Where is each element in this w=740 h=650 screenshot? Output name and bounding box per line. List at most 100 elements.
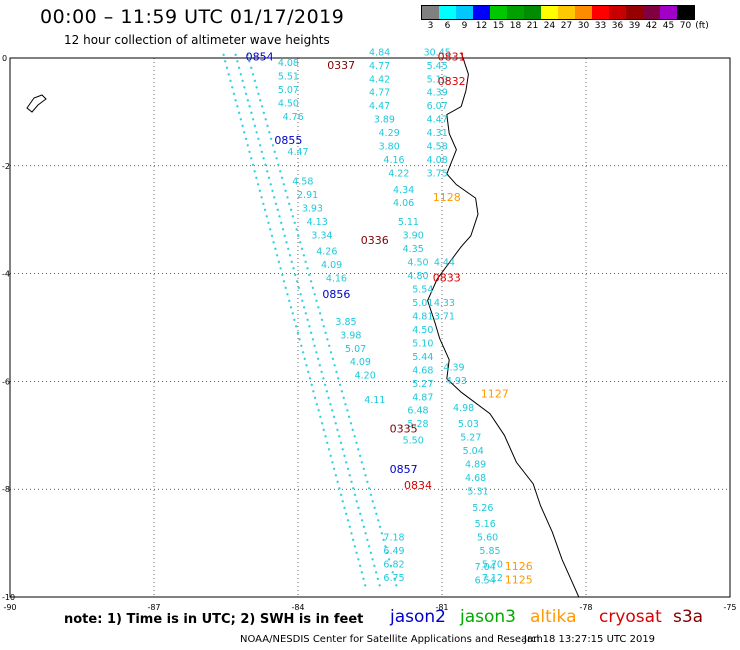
- legend-swatch: [677, 6, 694, 19]
- swath-dot: •: [344, 458, 349, 467]
- swath-dot: •: [368, 549, 373, 558]
- swath-dot: •: [383, 543, 388, 552]
- lon-tick-label: -75: [723, 603, 736, 612]
- wave-height-reading: 4.06: [393, 198, 414, 209]
- swath-dot: •: [323, 329, 328, 338]
- swath-dot: •: [279, 219, 284, 228]
- swath-dot: •: [274, 200, 279, 209]
- swath-dot: •: [361, 523, 366, 532]
- swath-dot: •: [295, 277, 300, 286]
- lon-tick-label: -90: [3, 603, 16, 612]
- coastline: [427, 52, 580, 598]
- wave-height-reading: 4.58: [292, 177, 313, 188]
- legend-swatch: [609, 6, 626, 19]
- swath-dot: •: [339, 439, 344, 448]
- swath-dot: •: [349, 530, 354, 539]
- swath-dot: •: [301, 349, 306, 358]
- wave-height-reading: 4.13: [307, 217, 328, 228]
- swath-dot: •: [263, 116, 268, 125]
- wave-height-reading: 5.07: [345, 344, 366, 355]
- swath-dot: •: [280, 271, 285, 280]
- wave-height-reading: 4.26: [316, 247, 337, 258]
- swath-dot: •: [313, 394, 318, 403]
- swath-dot: •: [233, 51, 238, 60]
- swath-dot: •: [325, 387, 330, 396]
- swath-dot: •: [325, 336, 330, 345]
- swath-dot: •: [314, 297, 319, 306]
- swath-dot: •: [349, 478, 354, 487]
- swath-dot: •: [300, 245, 305, 254]
- wave-height-reading: 5.60: [477, 532, 498, 543]
- legend-unit: (ft): [695, 21, 709, 31]
- lat-tick-label: -2: [2, 162, 10, 171]
- swath-dot: •: [321, 426, 326, 435]
- swath-dot: •: [303, 258, 308, 267]
- swath-dot: •: [340, 387, 345, 396]
- pass-time-label: 0335: [390, 423, 418, 436]
- wave-height-reading: 3.34: [311, 231, 332, 242]
- wave-height-reading: 4.77: [369, 61, 390, 72]
- swath-dot: •: [260, 103, 265, 112]
- lat-tick-label: 0: [2, 54, 7, 63]
- swath-dot: •: [370, 556, 375, 565]
- swath-dot: •: [292, 316, 297, 325]
- swath-dot: •: [256, 90, 261, 99]
- swath-dot: •: [226, 70, 231, 79]
- swath-dot: •: [356, 504, 361, 513]
- swath-dot: •: [253, 122, 258, 131]
- swath-dot: •: [335, 426, 340, 435]
- legend-label: 3: [427, 21, 434, 31]
- wave-height-reading: 4.47: [287, 147, 308, 158]
- swath-dot: •: [327, 342, 332, 351]
- swath-dot: •: [365, 536, 370, 545]
- satellite-name: jason2: [390, 607, 446, 627]
- swath-dot: •: [261, 200, 266, 209]
- legend-label: 70: [679, 21, 692, 31]
- wave-height-reading: 4.68: [412, 365, 433, 376]
- swath-dot: •: [361, 575, 366, 584]
- swath-dot: •: [346, 465, 351, 474]
- wave-height-reading: 3.80: [379, 142, 400, 153]
- satellite-name: jason3: [460, 607, 516, 627]
- swath-dot: •: [277, 213, 282, 222]
- swath-dot: •: [302, 303, 307, 312]
- swath-dot: •: [312, 342, 317, 351]
- wave-height-reading: 5.10: [427, 74, 448, 85]
- lat-tick-label: -8: [2, 485, 10, 494]
- wave-height-reading: 4.08: [427, 155, 448, 166]
- swath-dot: •: [298, 290, 303, 299]
- swath-dot: •: [312, 290, 317, 299]
- swath-dot: •: [249, 64, 254, 73]
- swath-dot: •: [320, 420, 325, 429]
- swath-dot: •: [340, 497, 345, 506]
- swath-dot: •: [282, 277, 287, 286]
- wave-height-reading: 4.50: [407, 258, 428, 269]
- wave-height-reading: 6.07: [427, 101, 448, 112]
- swath-dot: •: [346, 517, 351, 526]
- swath-dot: •: [325, 439, 330, 448]
- swath-dot: •: [350, 426, 355, 435]
- swath-dot: •: [254, 83, 259, 92]
- swath-dot: •: [267, 174, 272, 183]
- pass-time-label: 0854: [246, 51, 274, 64]
- legend-swatch: [575, 6, 592, 19]
- swath-dot: •: [257, 187, 262, 196]
- swath-dot: •: [342, 452, 347, 461]
- swath-dot: •: [340, 446, 345, 455]
- lon-tick-label: -87: [147, 603, 160, 612]
- legend-label: 9: [461, 21, 468, 31]
- wave-height-reading: 6.75: [383, 573, 404, 584]
- swath-dot: •: [343, 400, 348, 409]
- wave-height-reading: 4.22: [388, 169, 409, 180]
- legend-swatch-row: [421, 5, 695, 20]
- swath-dot: •: [330, 355, 335, 364]
- wave-height-reading: 4.16: [383, 155, 404, 166]
- swath-dot: •: [315, 400, 320, 409]
- swath-dot: •: [367, 543, 372, 552]
- legend-swatch: [456, 6, 473, 19]
- swath-dot: •: [363, 581, 368, 590]
- swath-dot: •: [280, 174, 285, 183]
- swath-dot: •: [379, 530, 384, 539]
- wave-height-reading: 4.50: [278, 99, 299, 110]
- swath-dot: •: [336, 374, 341, 383]
